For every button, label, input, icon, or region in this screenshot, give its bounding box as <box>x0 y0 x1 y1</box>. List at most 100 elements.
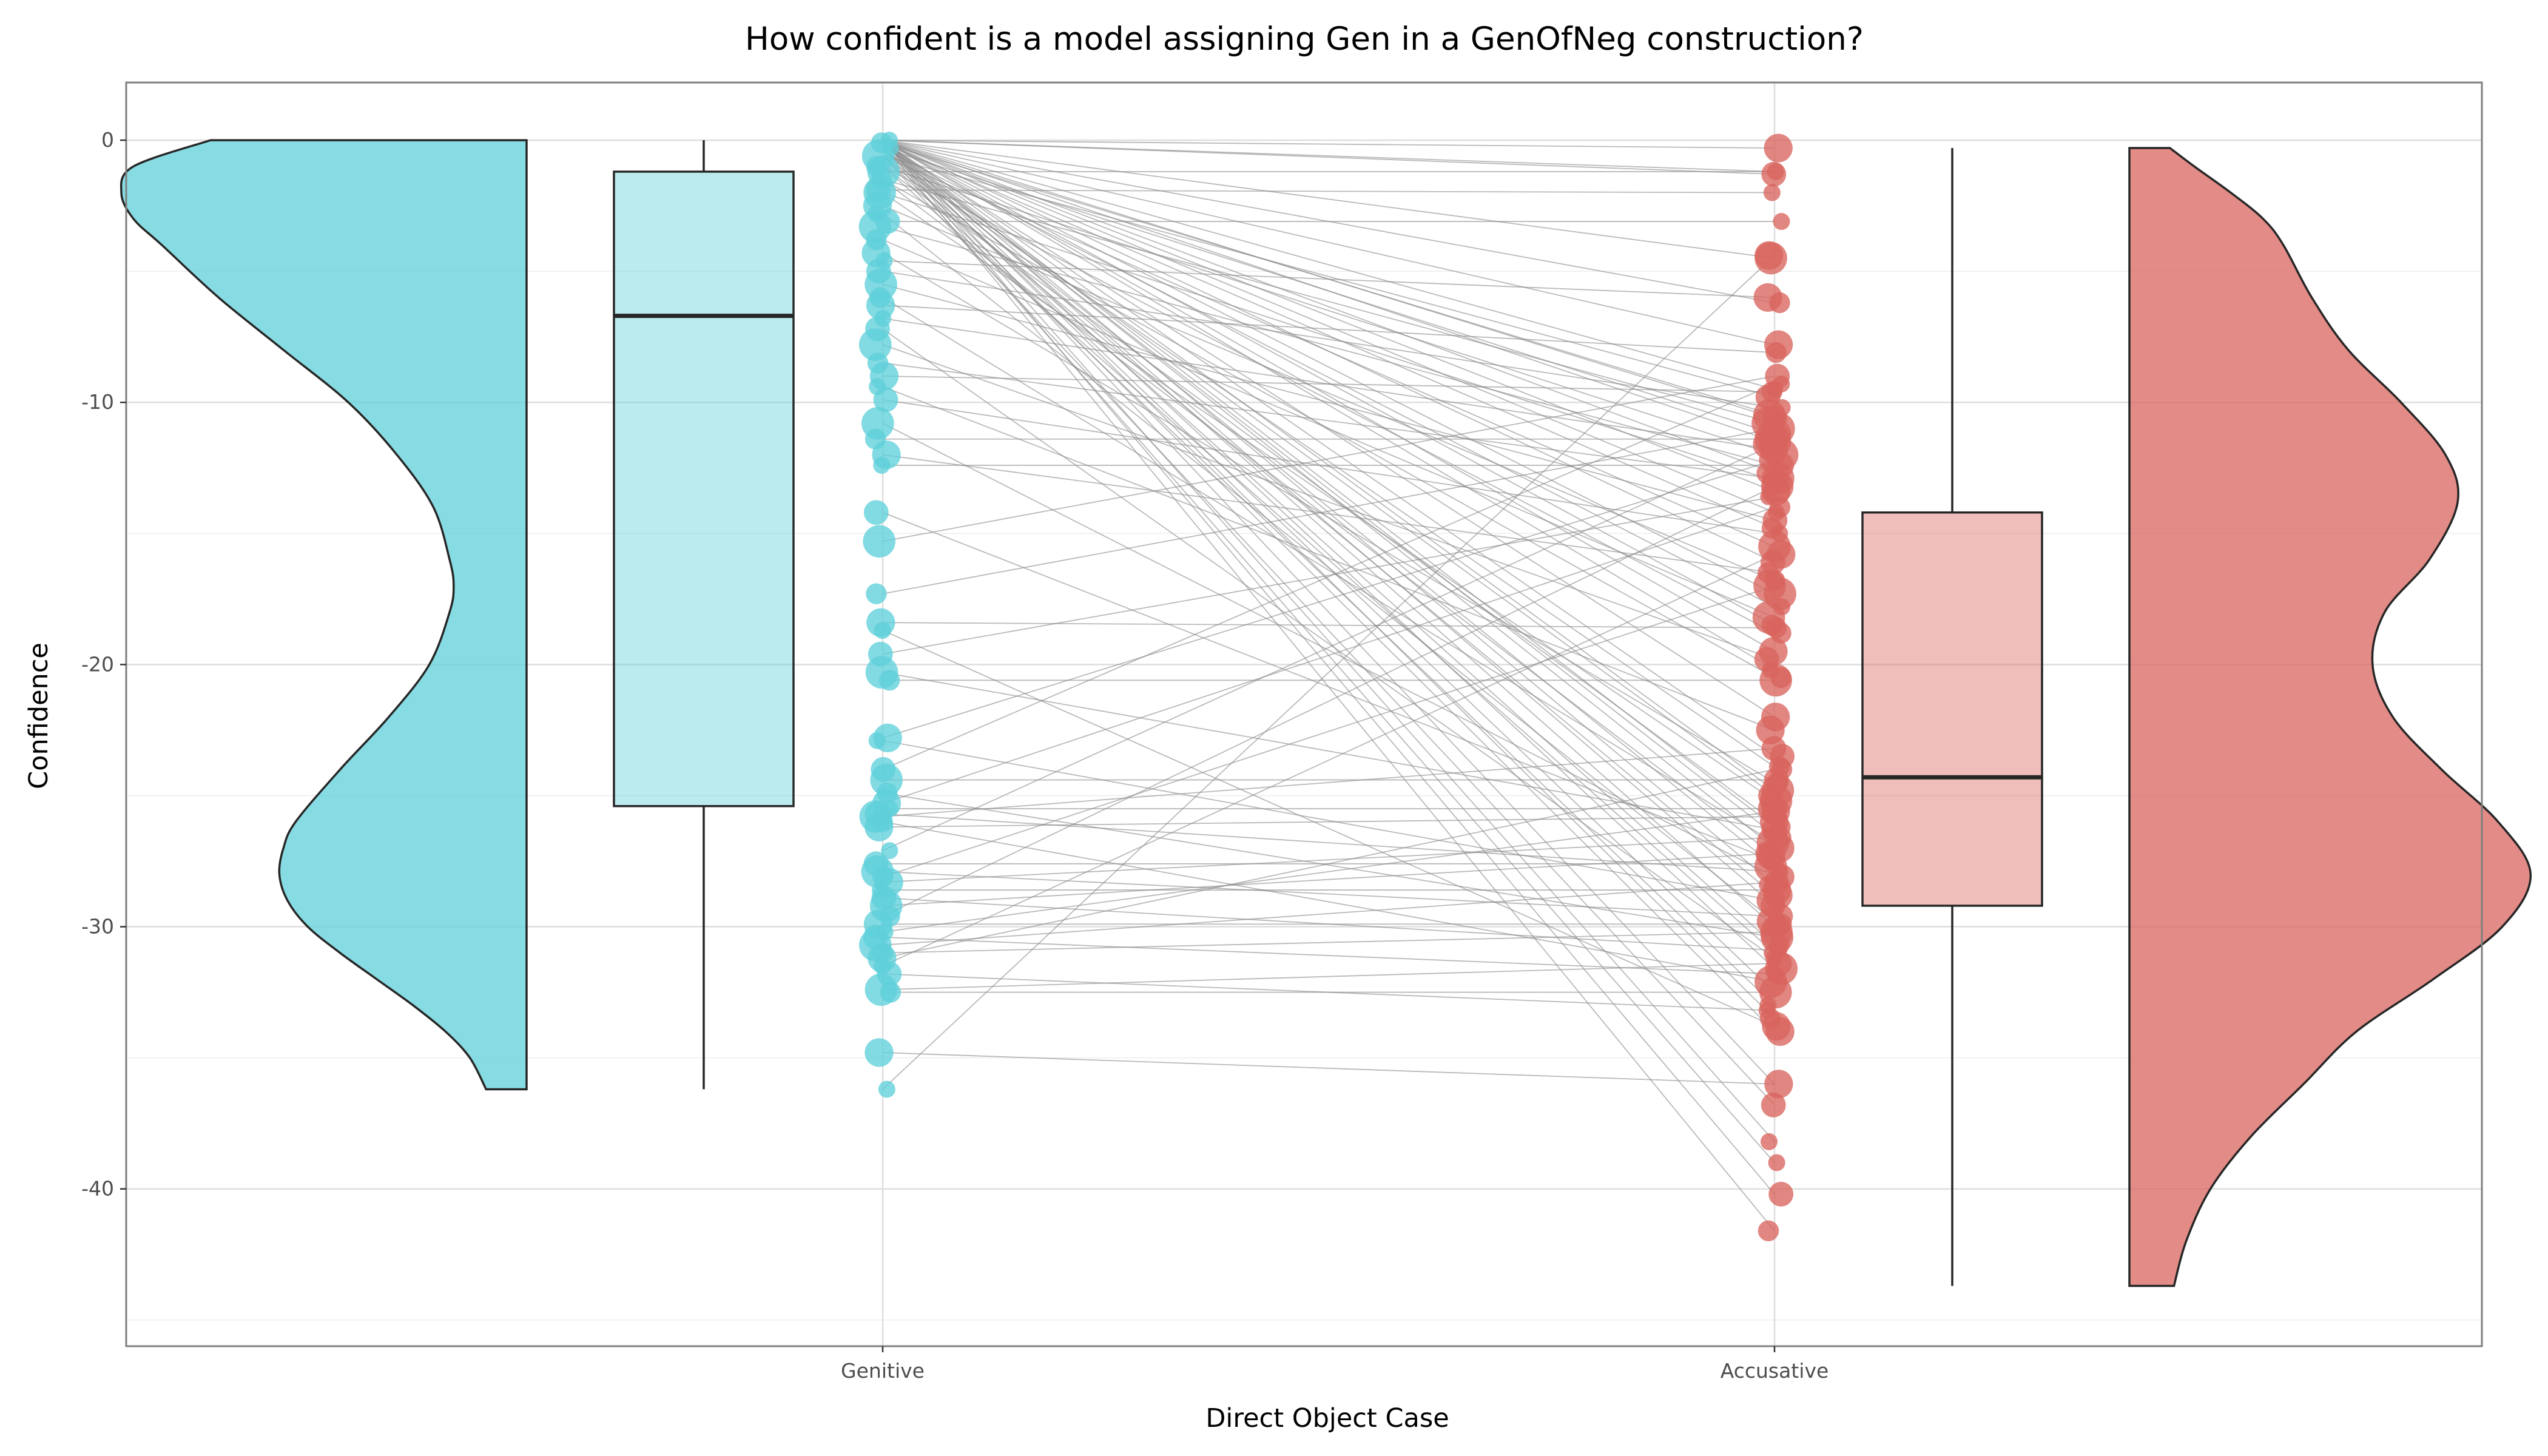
point-accusative <box>1754 241 1784 270</box>
point-genitive <box>880 982 902 1003</box>
box-genitive <box>613 170 795 807</box>
point-accusative <box>1765 342 1787 363</box>
pair-line <box>882 881 1775 946</box>
pair-line <box>882 747 1775 817</box>
point-accusative <box>1761 797 1790 826</box>
box-accusative <box>1861 511 2043 907</box>
point-accusative <box>1753 430 1782 459</box>
pair-line <box>882 376 1775 542</box>
point-genitive <box>868 732 886 749</box>
pair-line <box>882 769 1775 959</box>
pair-line <box>882 496 1775 655</box>
pair-line <box>882 166 1775 456</box>
pair-line <box>882 459 1775 739</box>
pair-line <box>882 672 1775 831</box>
violin-genitive <box>120 139 528 1091</box>
half-violins <box>120 139 2532 1287</box>
pair-line <box>882 140 1775 670</box>
y-tick-label: -30 <box>81 915 114 939</box>
pair-line <box>882 811 1775 933</box>
pair-line <box>882 140 1775 969</box>
pair-line <box>882 140 1775 886</box>
pair-line <box>882 140 1775 652</box>
pair-line <box>882 166 1775 634</box>
pair-line <box>882 140 1775 149</box>
point-accusative <box>1761 470 1794 503</box>
point-accusative <box>1765 617 1787 639</box>
point-genitive <box>864 812 894 841</box>
point-accusative <box>1767 540 1796 569</box>
pair-line <box>882 821 1775 983</box>
point-accusative <box>1762 1012 1791 1041</box>
pair-line <box>882 140 1775 1019</box>
pair-line <box>882 297 1775 844</box>
pair-line <box>882 376 1775 393</box>
pair-line <box>882 622 1775 629</box>
pair-line <box>882 507 1775 804</box>
pair-line <box>882 140 1775 757</box>
pair-line <box>882 963 1775 991</box>
point-accusative <box>1755 841 1781 866</box>
pair-line <box>882 140 1775 346</box>
point-accusative <box>1758 1002 1776 1019</box>
point-genitive <box>863 525 896 558</box>
pair-line <box>882 454 1775 574</box>
point-accusative <box>1753 283 1782 312</box>
point-accusative <box>1761 161 1787 187</box>
pair-line <box>882 328 1775 959</box>
point-genitive <box>873 456 891 474</box>
pair-line <box>882 155 1775 767</box>
pair-line <box>882 255 1775 1090</box>
point-genitive <box>878 1080 895 1098</box>
point-accusative <box>1758 1220 1779 1242</box>
point-accusative <box>1764 133 1793 163</box>
pair-line <box>882 816 1775 828</box>
chart-title: How confident is a model assigning Gen i… <box>745 21 1864 58</box>
pair-line <box>882 142 1775 906</box>
point-accusative <box>1773 399 1791 416</box>
pair-line <box>882 140 1775 390</box>
pair-line <box>882 871 1775 917</box>
point-accusative <box>1759 664 1792 697</box>
pair-line <box>882 792 1775 938</box>
y-axis-title: Confidence <box>24 642 54 789</box>
pair-line <box>882 192 1775 482</box>
pair-line <box>882 179 1775 424</box>
box-plots <box>613 140 2043 1286</box>
pair-line <box>882 155 1775 398</box>
point-accusative <box>1768 1181 1794 1207</box>
pair-line <box>882 142 1775 529</box>
pair-line <box>882 344 1775 660</box>
pair-line <box>882 140 1775 259</box>
pair-line <box>882 239 1775 618</box>
pair-line <box>882 147 1775 946</box>
pair-line <box>882 260 1775 298</box>
pair-line <box>882 485 1775 917</box>
pair-line <box>882 147 1775 1033</box>
point-accusative <box>1763 184 1781 201</box>
pair-line <box>882 630 1775 1027</box>
pair-line <box>882 386 1775 731</box>
pair-line <box>882 362 1775 479</box>
point-genitive <box>878 670 900 691</box>
x-tick-label: Accusative <box>1721 1359 1829 1383</box>
pair-line <box>882 252 1775 783</box>
point-accusative <box>1760 915 1793 948</box>
axis-ticks: 0 -10 -20 -30 -40 Genitive Accusative <box>81 128 1828 1383</box>
pair-line <box>882 155 1775 1106</box>
point-accusative <box>1771 759 1793 780</box>
pair-line <box>882 428 1775 595</box>
y-tick-label: -40 <box>81 1177 114 1201</box>
pair-line <box>882 1052 1775 1085</box>
point-accusative <box>1771 525 1788 542</box>
point-accusative <box>1773 375 1790 393</box>
pair-line <box>882 166 1775 954</box>
point-genitive <box>881 842 898 860</box>
data-points <box>858 132 1799 1242</box>
x-axis-title: Direct Object Case <box>1205 1403 1449 1434</box>
y-tick-label: 0 <box>101 128 114 152</box>
point-accusative <box>1761 736 1787 761</box>
point-genitive <box>874 622 891 639</box>
